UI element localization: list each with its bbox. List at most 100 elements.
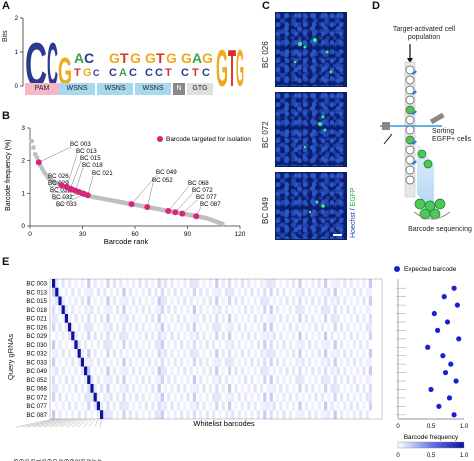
heatmap-cell xyxy=(240,279,244,288)
heatmap-cell xyxy=(308,392,312,402)
heatmap-cell xyxy=(189,366,193,376)
heatmap-cell xyxy=(272,349,276,358)
heatmap-cell xyxy=(295,357,299,367)
heatmap-row-label: BC 018 xyxy=(26,307,47,314)
colorbar-tick-1: 0.5 xyxy=(427,453,436,459)
heatmap-cell xyxy=(80,366,84,376)
heatmap-cell xyxy=(87,392,91,402)
heatmap-cell xyxy=(173,375,177,384)
heatmap-cell xyxy=(119,331,123,341)
heatmap-cell xyxy=(333,322,337,332)
heatmap-cell xyxy=(301,305,305,314)
heatmap-cell xyxy=(160,410,164,419)
heatmap-cell xyxy=(77,340,81,349)
heatmap-cell xyxy=(234,314,238,323)
heatmap-cell xyxy=(196,366,200,376)
heatmap-cell xyxy=(87,314,91,323)
heatmap-cell xyxy=(205,392,209,402)
heatmap-cell xyxy=(368,401,372,411)
heatmap-cell xyxy=(135,322,139,332)
heatmap-col-label: BC 072 xyxy=(87,459,93,461)
heatmap-cell xyxy=(279,384,283,393)
heatmap-cell xyxy=(221,331,225,341)
heatmap-cell xyxy=(272,314,276,323)
heatmap-cell xyxy=(256,375,260,384)
svg-text:G: G xyxy=(181,50,192,66)
heatmap-cell xyxy=(327,305,331,314)
heatmap-cell xyxy=(269,331,273,341)
heatmap-cell xyxy=(183,384,187,393)
heatmap-cell xyxy=(349,331,353,341)
heatmap-cell xyxy=(189,331,193,341)
heatmap-cell xyxy=(167,287,171,297)
heatmap-cell xyxy=(164,401,168,411)
heatmap-cell xyxy=(87,357,91,367)
heatmap-cell xyxy=(333,366,337,376)
heatmap-cell xyxy=(221,401,225,411)
heatmap-cell xyxy=(93,331,97,341)
heatmap-cell xyxy=(218,410,222,419)
heatmap-cell xyxy=(218,357,222,367)
heatmap-cell xyxy=(311,349,315,358)
heatmap-cell xyxy=(192,279,196,288)
heatmap-cell xyxy=(52,357,56,367)
heatmap-cell xyxy=(260,349,264,358)
heatmap-cell xyxy=(96,357,100,367)
heatmap-cell xyxy=(128,392,132,402)
heatmap-cell xyxy=(196,279,200,288)
heatmap-cell xyxy=(52,322,56,332)
heatmap-cell xyxy=(320,375,324,384)
heatmap-cell xyxy=(71,375,75,384)
heatmap-cell xyxy=(301,375,305,384)
heatmap-cell xyxy=(266,349,270,358)
heatmap-cell xyxy=(336,296,340,306)
heatmap-cell xyxy=(295,322,299,332)
targeted-barcode-point xyxy=(58,182,65,189)
heatmap-cell xyxy=(324,279,328,288)
heatmap-cell xyxy=(93,296,97,306)
heatmap-cell xyxy=(157,349,161,358)
heatmap-cell xyxy=(346,340,350,349)
heatmap-col-label: BC 021 xyxy=(36,459,42,461)
heatmap-cell xyxy=(218,322,222,332)
heatmap-cell xyxy=(160,401,164,411)
heatmap-cell xyxy=(250,375,254,384)
heatmap-cell xyxy=(64,392,68,402)
heatmap-cell xyxy=(234,296,238,306)
heatmap-cell xyxy=(173,340,177,349)
heatmap-cell xyxy=(327,357,331,367)
heatmap-cell xyxy=(336,279,340,288)
heatmap-cell xyxy=(311,314,315,323)
heatmap-cell xyxy=(240,331,244,341)
heatmap-cell xyxy=(87,366,91,376)
chart-b-xtick: 60 xyxy=(131,231,139,238)
heatmap-cell xyxy=(157,279,161,288)
heatmap-col-label: BC 032 xyxy=(59,459,65,461)
heatmap-cell xyxy=(336,349,340,358)
heatmap-cell xyxy=(285,366,289,376)
heatmap-cell xyxy=(77,287,81,297)
heatmap-cell xyxy=(90,287,94,297)
heatmap-cell xyxy=(74,384,78,393)
heatmap-cell xyxy=(362,384,366,393)
heatmap-cell xyxy=(356,314,360,323)
heatmap-cell xyxy=(180,322,184,332)
heatmap-cell xyxy=(205,322,209,332)
heatmap-cell xyxy=(301,357,305,367)
heatmap-cell xyxy=(180,340,184,349)
heatmap-cell xyxy=(116,410,120,419)
heatmap-row-label: BC 033 xyxy=(26,359,47,366)
segment-wsns-3: WSNS xyxy=(135,83,171,95)
heatmap-cell xyxy=(144,331,148,341)
heatmap-cell xyxy=(90,410,94,419)
legend-text: Barcode targeted for isolation xyxy=(166,136,251,143)
heatmap-cell xyxy=(276,357,280,367)
heatmap-cell xyxy=(221,366,225,376)
heatmap-cell xyxy=(228,322,232,332)
heatmap-cell xyxy=(314,322,318,332)
heatmap-cell xyxy=(256,322,260,332)
heatmap-cell xyxy=(141,357,145,367)
heatmap-cell xyxy=(231,287,235,297)
heatmap-cell xyxy=(240,314,244,323)
heatmap-cell xyxy=(116,287,120,297)
